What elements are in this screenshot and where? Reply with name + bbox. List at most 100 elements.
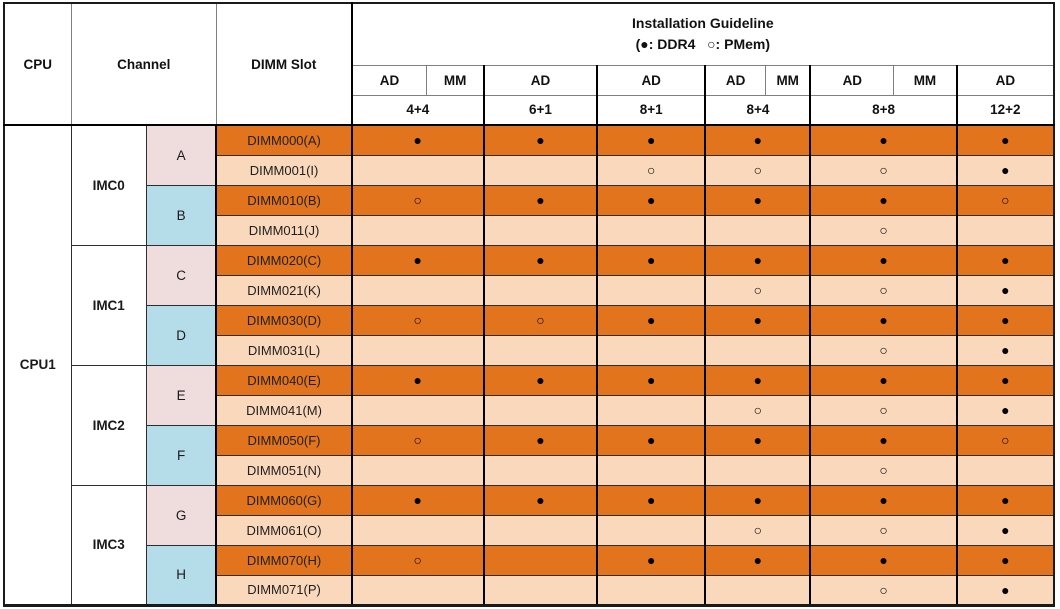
- guideline-cell: ●: [955, 154, 1055, 186]
- guideline-cell: ○: [704, 514, 811, 546]
- guideline-cell: [350, 154, 485, 186]
- guideline-cell: ○: [350, 184, 485, 216]
- dimm-slot-name: DIMM050(F): [215, 424, 353, 456]
- guideline-cell: [704, 214, 811, 246]
- guideline-cell: ●: [955, 394, 1055, 426]
- guideline-cell: ○: [955, 424, 1055, 456]
- guideline-cell: ●: [482, 124, 598, 156]
- guideline-cell: ●: [955, 574, 1055, 606]
- guideline-cell: [482, 514, 598, 546]
- channel-label: D: [145, 304, 218, 366]
- guideline-cell: ●: [955, 484, 1055, 516]
- guideline-cell: [596, 454, 706, 486]
- dimm-slot-name: DIMM041(M): [215, 394, 353, 426]
- imc-label: IMC0: [70, 124, 147, 246]
- guideline-cell: [482, 574, 598, 606]
- guideline-cell: ●: [596, 184, 706, 216]
- guideline-cell: ○: [809, 334, 958, 366]
- guideline-cell: ●: [955, 544, 1055, 576]
- subcol-header-ad: AD: [596, 64, 706, 96]
- guideline-cell: ○: [809, 514, 958, 546]
- guideline-cell: ●: [350, 244, 485, 276]
- guideline-cell: ●: [350, 364, 485, 396]
- cpu-label: CPU1: [3, 124, 72, 606]
- subcol-header-mm: MM: [426, 64, 485, 96]
- guideline-cell: ●: [809, 424, 958, 456]
- channel-label: E: [145, 364, 218, 426]
- guideline-cell: ●: [482, 244, 598, 276]
- dimm-slot-name: DIMM060(G): [215, 484, 353, 516]
- dimm-slot-column-header: DIMM Slot: [215, 2, 353, 126]
- guideline-cell: ●: [596, 484, 706, 516]
- guideline-cell: ●: [809, 304, 958, 336]
- config-header: 4+4: [350, 94, 485, 126]
- guideline-cell: ●: [704, 544, 811, 576]
- guideline-cell: ○: [482, 304, 598, 336]
- guideline-cell: [955, 214, 1055, 246]
- config-header: 8+1: [596, 94, 706, 126]
- guideline-cell: ●: [955, 304, 1055, 336]
- guideline-cell: ●: [955, 244, 1055, 276]
- dimm-slot-name: DIMM031(L): [215, 334, 353, 366]
- guideline-cell: ●: [809, 544, 958, 576]
- dimm-slot-name: DIMM020(C): [215, 244, 353, 276]
- guideline-cell: [350, 514, 485, 546]
- guideline-cell: ○: [350, 304, 485, 336]
- guideline-cell: ●: [809, 184, 958, 216]
- guideline-cell: ●: [350, 124, 485, 156]
- guideline-cell: ●: [955, 274, 1055, 306]
- config-header: 8+8: [809, 94, 958, 126]
- dimm-slot-name: DIMM021(K): [215, 274, 353, 306]
- dimm-slot-name: DIMM011(J): [215, 214, 353, 246]
- imc-label: IMC1: [70, 244, 147, 366]
- channel-label: B: [145, 184, 218, 246]
- guideline-cell: [482, 394, 598, 426]
- guideline-cell: ●: [704, 304, 811, 336]
- guideline-cell: ○: [596, 154, 706, 186]
- guideline-cell: [704, 334, 811, 366]
- imc-label: IMC3: [70, 484, 147, 606]
- channel-label: C: [145, 244, 218, 306]
- guideline-cell: [350, 334, 485, 366]
- guideline-cell: [350, 454, 485, 486]
- guideline-cell: [704, 454, 811, 486]
- guideline-cell: ●: [704, 244, 811, 276]
- guideline-cell: ○: [809, 214, 958, 246]
- guideline-cell: [596, 574, 706, 606]
- dimm-slot-name: DIMM071(P): [215, 574, 353, 606]
- guideline-cell: ●: [596, 304, 706, 336]
- config-header: 12+2: [955, 94, 1055, 126]
- installation-guideline-header: Installation Guideline (●: DDR4 ○: PMem): [350, 2, 1055, 66]
- guideline-cell: ●: [809, 364, 958, 396]
- guideline-legend: (●: DDR4 ○: PMem): [635, 36, 771, 53]
- subcol-header-ad: AD: [482, 64, 598, 96]
- dimm-installation-table: CPU Channel DIMM Slot Installation Guide…: [3, 2, 1055, 607]
- guideline-cell: ●: [596, 244, 706, 276]
- guideline-cell: ●: [350, 484, 485, 516]
- guideline-cell: ●: [955, 334, 1055, 366]
- guideline-cell: ○: [809, 274, 958, 306]
- guideline-cell: ○: [809, 154, 958, 186]
- guideline-cell: [596, 334, 706, 366]
- guideline-cell: [482, 544, 598, 576]
- guideline-cell: [596, 274, 706, 306]
- dimm-slot-name: DIMM030(D): [215, 304, 353, 336]
- guideline-cell: ●: [704, 364, 811, 396]
- guideline-cell: [482, 454, 598, 486]
- channel-column-header: Channel: [70, 2, 217, 126]
- channel-label: G: [145, 484, 218, 546]
- guideline-cell: ●: [955, 514, 1055, 546]
- subcol-header-mm: MM: [893, 64, 958, 96]
- guideline-cell: ○: [809, 394, 958, 426]
- guideline-cell: [955, 454, 1055, 486]
- dimm-slot-name: DIMM010(B): [215, 184, 353, 216]
- subcol-header-ad: AD: [350, 64, 428, 96]
- guideline-cell: ●: [596, 124, 706, 156]
- guideline-cell: ●: [809, 244, 958, 276]
- guideline-cell: [596, 514, 706, 546]
- guideline-cell: ●: [809, 484, 958, 516]
- dimm-slot-name: DIMM061(O): [215, 514, 353, 546]
- guideline-cell: ○: [955, 184, 1055, 216]
- config-header: 6+1: [482, 94, 598, 126]
